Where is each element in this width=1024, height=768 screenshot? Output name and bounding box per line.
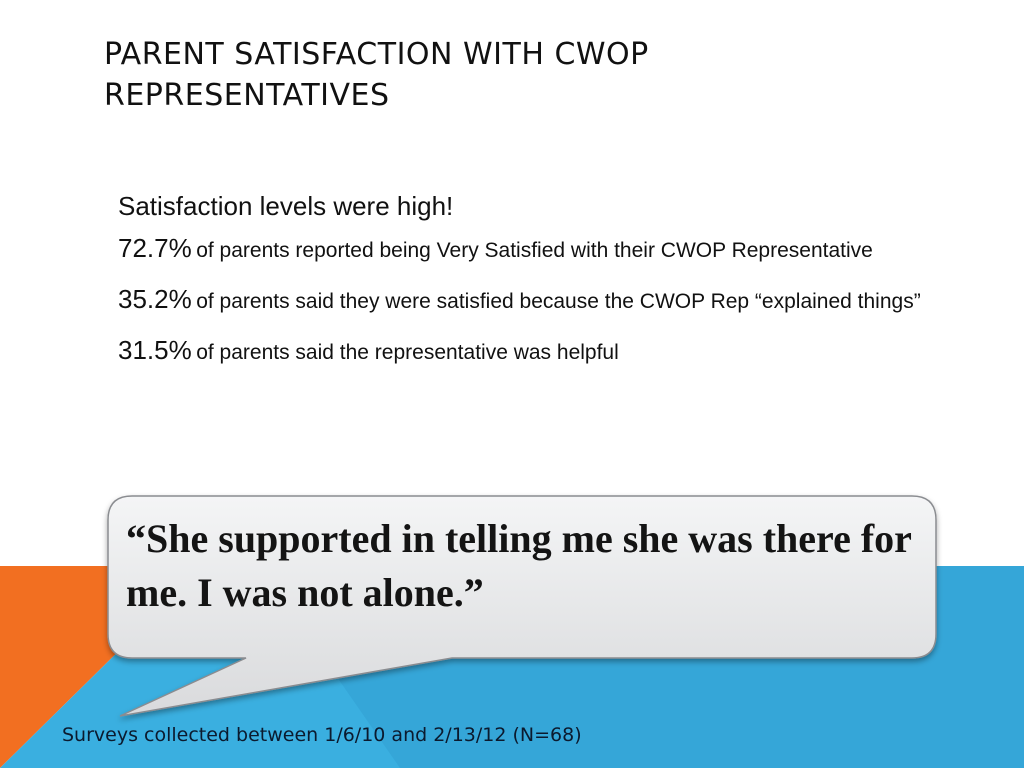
quote-text: “She supported in telling me she was the… bbox=[126, 516, 912, 615]
stat-value: 35.2% bbox=[118, 284, 192, 314]
footer-note: Surveys collected between 1/6/10 and 2/1… bbox=[62, 724, 582, 746]
stat-value: 72.7% bbox=[118, 233, 192, 263]
stat-item: 35.2% of parents said they were satisfie… bbox=[118, 281, 938, 322]
slide-title: PARENT SATISFACTION WITH CWOP REPRESENTA… bbox=[104, 37, 649, 113]
stats-section: Satisfaction levels were high! 72.7% of … bbox=[118, 188, 938, 383]
stat-description: of parents said the representative was h… bbox=[196, 341, 619, 364]
stat-value: 31.5% bbox=[118, 335, 192, 365]
stat-item: 31.5% of parents said the representative… bbox=[118, 332, 938, 373]
stat-item: 72.7% of parents reported being Very Sat… bbox=[118, 230, 938, 271]
stat-description: of parents reported being Very Satisfied… bbox=[196, 239, 873, 262]
intro-text: Satisfaction levels were high! bbox=[118, 191, 454, 221]
stat-description: of parents said they were satisfied beca… bbox=[196, 290, 921, 313]
speech-bubble-shape bbox=[107, 495, 937, 717]
